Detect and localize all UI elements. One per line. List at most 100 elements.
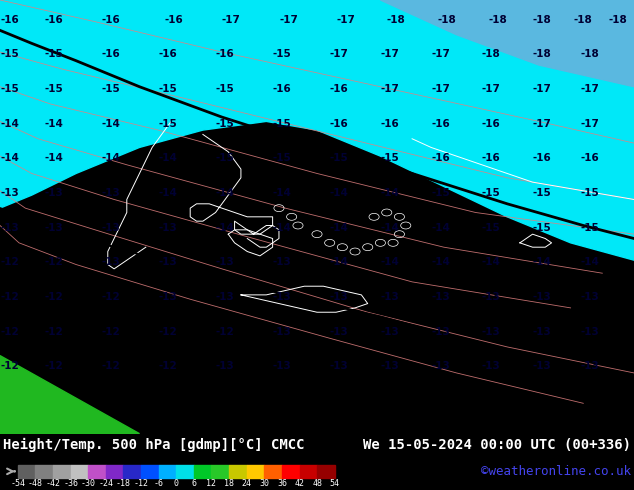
Text: -17: -17 <box>580 119 599 128</box>
Text: -14: -14 <box>44 153 63 163</box>
Text: -13: -13 <box>216 292 235 302</box>
Text: -13: -13 <box>101 257 120 268</box>
Text: -17: -17 <box>533 119 552 128</box>
Text: -15: -15 <box>580 222 599 233</box>
Text: -16: -16 <box>44 15 63 24</box>
Text: -12: -12 <box>44 327 63 337</box>
Text: -13: -13 <box>44 188 63 198</box>
Text: -17: -17 <box>380 49 399 59</box>
Text: -15: -15 <box>216 119 235 128</box>
Text: -15: -15 <box>44 84 63 94</box>
Text: -14: -14 <box>431 222 450 233</box>
Text: -14: -14 <box>273 222 292 233</box>
Polygon shape <box>380 0 634 87</box>
Text: -30: -30 <box>81 479 96 488</box>
Text: -15: -15 <box>533 188 552 198</box>
Text: -13: -13 <box>158 257 178 268</box>
Bar <box>88 465 106 478</box>
Text: -15: -15 <box>482 188 501 198</box>
Text: -13: -13 <box>273 292 292 302</box>
Text: -12: -12 <box>0 292 19 302</box>
Text: -13: -13 <box>380 327 399 337</box>
Text: -13: -13 <box>158 222 178 233</box>
Text: ©weatheronline.co.uk: ©weatheronline.co.uk <box>481 465 631 478</box>
Bar <box>18 465 36 478</box>
Text: -14: -14 <box>158 153 178 163</box>
Text: -13: -13 <box>580 362 599 371</box>
Text: -16: -16 <box>330 84 349 94</box>
Text: -12: -12 <box>44 292 63 302</box>
Text: -13: -13 <box>580 292 599 302</box>
Text: -18: -18 <box>116 479 131 488</box>
Text: -16: -16 <box>101 49 120 59</box>
Bar <box>212 465 229 478</box>
Text: -14: -14 <box>380 222 399 233</box>
Text: 42: 42 <box>295 479 304 488</box>
Text: -16: -16 <box>101 15 120 24</box>
Text: -17: -17 <box>482 84 501 94</box>
Text: -15: -15 <box>482 222 501 233</box>
Text: 36: 36 <box>277 479 287 488</box>
Text: -14: -14 <box>431 257 450 268</box>
Bar <box>317 465 335 478</box>
Text: 30: 30 <box>259 479 269 488</box>
Text: -17: -17 <box>336 15 355 24</box>
Text: -12: -12 <box>0 257 19 268</box>
Text: -12: -12 <box>134 479 148 488</box>
Text: -14: -14 <box>101 119 120 128</box>
Bar <box>158 465 176 478</box>
Bar <box>229 465 247 478</box>
Text: -14: -14 <box>380 257 399 268</box>
Text: -12: -12 <box>0 327 19 337</box>
Text: -14: -14 <box>101 153 120 163</box>
Text: -14: -14 <box>216 222 235 233</box>
Text: -16: -16 <box>165 15 184 24</box>
Bar <box>194 465 212 478</box>
Text: -12: -12 <box>101 327 120 337</box>
Text: -12: -12 <box>101 292 120 302</box>
Text: -18: -18 <box>488 15 507 24</box>
Text: -13: -13 <box>216 257 235 268</box>
Text: -14: -14 <box>482 257 501 268</box>
Text: -13: -13 <box>431 362 450 371</box>
Text: -15: -15 <box>273 119 292 128</box>
Text: -13: -13 <box>330 327 349 337</box>
Polygon shape <box>0 0 634 260</box>
Text: -16: -16 <box>431 119 450 128</box>
Text: -15: -15 <box>0 84 19 94</box>
Text: -17: -17 <box>330 49 349 59</box>
Text: -15: -15 <box>44 49 63 59</box>
Text: We 15-05-2024 00:00 UTC (00+336): We 15-05-2024 00:00 UTC (00+336) <box>363 438 631 452</box>
Text: -13: -13 <box>330 362 349 371</box>
Text: -17: -17 <box>380 84 399 94</box>
Bar <box>264 465 282 478</box>
Text: -13: -13 <box>0 222 19 233</box>
Text: -14: -14 <box>44 119 63 128</box>
Text: -14: -14 <box>580 257 599 268</box>
Text: -14: -14 <box>273 188 292 198</box>
Text: -6: -6 <box>153 479 164 488</box>
Text: -18: -18 <box>574 15 593 24</box>
Text: -15: -15 <box>158 119 178 128</box>
Bar <box>36 465 53 478</box>
Text: -13: -13 <box>482 327 501 337</box>
Text: -13: -13 <box>533 327 552 337</box>
Bar <box>70 465 88 478</box>
Text: -13: -13 <box>580 327 599 337</box>
Text: -13: -13 <box>482 362 501 371</box>
Text: -13: -13 <box>330 292 349 302</box>
Text: -13: -13 <box>101 222 120 233</box>
Text: -16: -16 <box>482 119 501 128</box>
Text: -13: -13 <box>101 188 120 198</box>
Text: -14: -14 <box>330 222 349 233</box>
Text: -18: -18 <box>533 49 552 59</box>
Text: -15: -15 <box>273 153 292 163</box>
Text: -15: -15 <box>101 84 120 94</box>
Text: -16: -16 <box>216 49 235 59</box>
Text: -17: -17 <box>279 15 298 24</box>
Bar <box>299 465 317 478</box>
Text: -16: -16 <box>482 153 501 163</box>
Text: -14: -14 <box>158 188 178 198</box>
Text: -12: -12 <box>158 327 178 337</box>
Text: -18: -18 <box>482 49 501 59</box>
